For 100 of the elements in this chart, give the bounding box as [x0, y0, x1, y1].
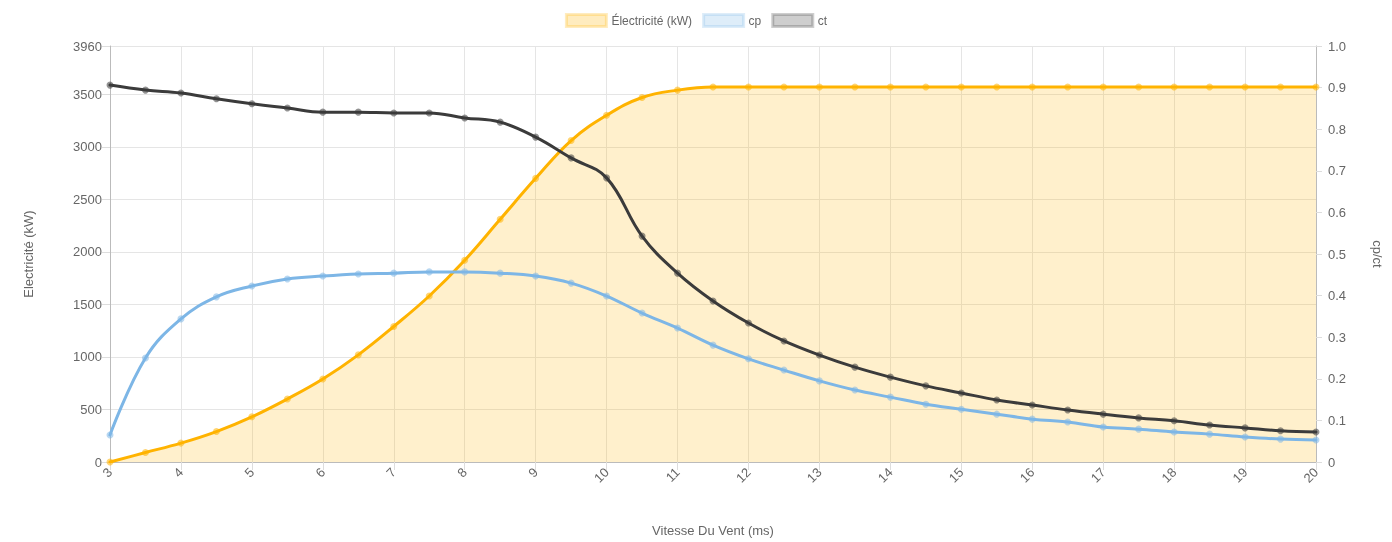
point: [674, 86, 682, 94]
point: [1064, 406, 1072, 414]
x-tick-label: 9: [525, 464, 541, 481]
x-tick-label: 5: [241, 464, 258, 481]
point: [886, 83, 894, 91]
y2-tick-label: 0.8: [1328, 121, 1347, 137]
point: [461, 114, 469, 122]
point: [319, 108, 327, 116]
x-tick-label: 8: [454, 464, 471, 481]
point: [212, 95, 220, 103]
point: [1206, 430, 1214, 438]
point: [1206, 421, 1214, 429]
point: [1170, 417, 1178, 425]
x-tick-label: 14: [874, 464, 896, 486]
point: [1277, 83, 1285, 91]
point: [1028, 83, 1036, 91]
point: [603, 111, 611, 119]
point: [496, 269, 504, 277]
point: [603, 174, 611, 182]
point: [567, 154, 575, 162]
y-tick-label: 1500: [73, 296, 102, 312]
point: [1028, 415, 1036, 423]
x-axis-title: Vitesse Du Vent (ms): [652, 523, 774, 538]
y2-tick-label: 0.3: [1328, 329, 1347, 345]
y-tick-label: 3000: [73, 139, 102, 155]
point: [1135, 83, 1143, 91]
point: [886, 393, 894, 401]
point: [674, 269, 682, 277]
x-tick-label: 19: [1229, 464, 1251, 486]
point: [886, 373, 894, 381]
point: [1099, 83, 1107, 91]
y2-tick-label: 0.4: [1328, 288, 1347, 304]
point: [603, 292, 611, 300]
x-tick-label: 17: [1087, 464, 1109, 486]
legend-label: cp: [748, 13, 762, 28]
point: [532, 133, 540, 141]
point: [744, 83, 752, 91]
point: [283, 275, 291, 283]
point: [141, 86, 149, 94]
y-tick-label: 2500: [73, 191, 102, 207]
point: [390, 322, 398, 330]
x-tick-label: 15: [945, 464, 967, 486]
point: [1064, 418, 1072, 426]
point: [248, 100, 256, 108]
x-tick-label: 18: [1158, 464, 1180, 486]
point: [993, 83, 1001, 91]
point: [141, 449, 149, 457]
line-series: [106, 268, 1320, 444]
point: [922, 83, 930, 91]
x-tick-label: 7: [383, 464, 400, 481]
x-tick-label: 12: [732, 464, 754, 486]
x-tick-label: 6: [312, 464, 329, 481]
point: [532, 272, 540, 280]
point: [993, 410, 1001, 418]
point: [425, 268, 433, 276]
point: [1028, 401, 1036, 409]
point: [567, 279, 575, 287]
x-tick-label: 10: [591, 464, 612, 486]
point: [461, 268, 469, 276]
x-tick-label: 16: [1016, 464, 1038, 486]
point: [1135, 414, 1143, 422]
y-axis-title: Electricité (kW): [21, 210, 36, 298]
point: [496, 215, 504, 223]
point: [425, 292, 433, 300]
y2-tick-label: 0.5: [1328, 246, 1347, 262]
point: [532, 174, 540, 182]
point: [1277, 435, 1285, 443]
point: [212, 428, 220, 436]
point: [354, 270, 362, 278]
y-tick-label: 3500: [73, 86, 102, 102]
y2-tick-label: 0: [1328, 454, 1336, 470]
y-tick-label: 3960: [73, 38, 102, 54]
y2-tick-label: 0.2: [1328, 371, 1347, 387]
point: [1099, 423, 1107, 431]
point: [638, 93, 646, 101]
legend-label: Électricité (kW): [611, 12, 693, 28]
point: [1099, 410, 1107, 418]
point: [567, 137, 575, 145]
point: [922, 382, 930, 390]
legend-label: ct: [817, 13, 828, 28]
point: [851, 363, 859, 371]
point: [744, 319, 752, 327]
point: [354, 108, 362, 116]
y2-tick-label: 0.1: [1328, 412, 1347, 428]
point: [496, 118, 504, 126]
point: [354, 351, 362, 359]
y2-tick-label: 0.7: [1328, 163, 1347, 179]
x-tick-label: 13: [803, 464, 825, 486]
point: [141, 354, 149, 362]
point: [1206, 83, 1214, 91]
point: [815, 83, 823, 91]
y-tick-label: 1000: [73, 349, 102, 365]
point: [922, 400, 930, 408]
y-tick-label: 500: [80, 401, 102, 417]
y-tick-label: 2000: [73, 244, 102, 260]
point: [1064, 83, 1072, 91]
point: [319, 272, 327, 280]
point: [283, 104, 291, 112]
point: [815, 377, 823, 385]
x-tick-label: 4: [170, 464, 187, 481]
